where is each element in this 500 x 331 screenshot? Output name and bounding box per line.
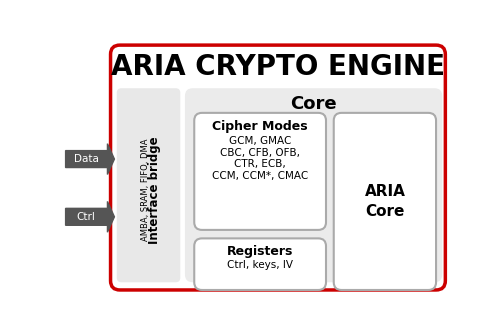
FancyBboxPatch shape bbox=[334, 113, 436, 290]
Text: Data: Data bbox=[74, 154, 98, 164]
FancyBboxPatch shape bbox=[194, 238, 326, 290]
Text: GCM, GMAC: GCM, GMAC bbox=[229, 136, 292, 146]
Text: Ctrl: Ctrl bbox=[76, 212, 96, 222]
FancyBboxPatch shape bbox=[117, 88, 180, 282]
Text: ARIA
Core: ARIA Core bbox=[364, 184, 406, 219]
Text: CCM, CCM*, CMAC: CCM, CCM*, CMAC bbox=[212, 171, 308, 181]
Text: Cipher Modes: Cipher Modes bbox=[212, 120, 308, 133]
Polygon shape bbox=[66, 202, 114, 232]
Text: CBC, CFB, OFB,: CBC, CFB, OFB, bbox=[220, 148, 300, 158]
Text: Interface bridge: Interface bridge bbox=[148, 136, 161, 244]
Text: Core: Core bbox=[290, 95, 337, 114]
Text: Registers: Registers bbox=[227, 245, 294, 258]
Text: AMBA, SRAM, FIFO, DMA: AMBA, SRAM, FIFO, DMA bbox=[141, 139, 150, 241]
FancyBboxPatch shape bbox=[185, 88, 442, 282]
Text: ARIA CRYPTO ENGINE: ARIA CRYPTO ENGINE bbox=[111, 53, 445, 81]
FancyBboxPatch shape bbox=[194, 113, 326, 230]
FancyBboxPatch shape bbox=[110, 45, 446, 290]
Text: Ctrl, keys, IV: Ctrl, keys, IV bbox=[227, 260, 293, 269]
Polygon shape bbox=[66, 144, 114, 174]
Text: CTR, ECB,: CTR, ECB, bbox=[234, 160, 286, 169]
